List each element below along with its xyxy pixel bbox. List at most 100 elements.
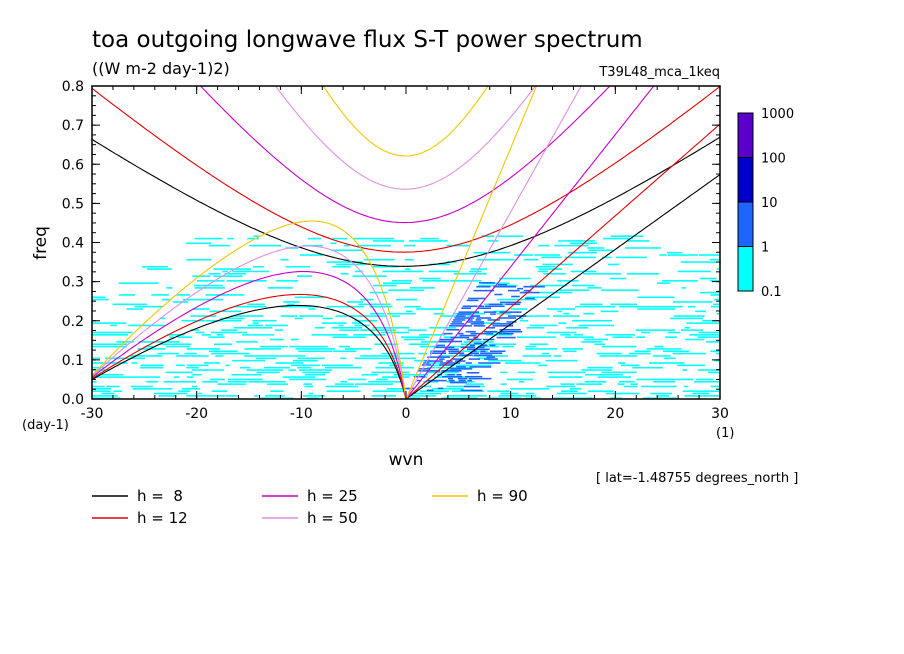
power-cell	[716, 312, 720, 315]
power-cell	[419, 345, 439, 348]
power-cell	[620, 364, 640, 367]
power-cell	[132, 388, 173, 390]
power-cell	[486, 334, 512, 336]
power-cell	[389, 357, 417, 360]
power-cell	[429, 364, 442, 367]
power-cell	[169, 336, 174, 338]
power-cell	[510, 308, 528, 310]
power-cell	[468, 358, 481, 360]
power-cell	[151, 294, 169, 296]
power-cell	[575, 305, 616, 308]
power-cell	[497, 235, 524, 238]
power-cell	[352, 275, 387, 277]
power-cell	[506, 321, 517, 323]
power-cell	[603, 237, 633, 240]
power-cell	[253, 235, 260, 238]
power-cell	[525, 297, 535, 300]
power-cell	[280, 305, 318, 308]
power-cell	[541, 256, 562, 259]
x-tick-label: 0	[402, 406, 411, 422]
colorbar: 1000 100 10 1 0.1	[737, 107, 794, 300]
power-cell	[128, 324, 166, 327]
power-cell	[583, 273, 622, 275]
kelvin-h90	[405, 86, 538, 399]
power-cell	[474, 342, 482, 345]
colorbar-label: 0.1	[761, 285, 782, 300]
power-cell	[478, 345, 500, 348]
y-units-label: (day-1)	[22, 418, 69, 433]
power-cell	[380, 331, 410, 334]
power-cell	[573, 334, 584, 336]
power-cell	[202, 381, 218, 383]
power-cell	[507, 289, 520, 292]
power-cell	[404, 258, 414, 261]
power-cell	[497, 283, 508, 286]
power-cell	[499, 301, 522, 304]
power-cell	[216, 334, 223, 336]
power-cell	[537, 270, 548, 273]
power-cell	[710, 305, 720, 308]
power-cell	[518, 381, 525, 383]
power-cell	[459, 334, 477, 337]
igw-n1-h12	[92, 86, 720, 253]
power-cell	[492, 325, 514, 327]
power-cell	[201, 334, 211, 336]
power-cell	[92, 334, 129, 336]
power-cell	[270, 390, 284, 392]
legend: h = 8 h = 12 h = 25 h = 50 h = 90	[92, 487, 528, 527]
power-cell	[605, 392, 640, 395]
power-cell	[476, 317, 492, 319]
power-cell	[672, 301, 713, 303]
er-n1-h25	[92, 270, 407, 399]
power-cell	[523, 258, 539, 261]
power-cell	[541, 352, 550, 355]
power-cell	[682, 390, 720, 392]
power-cell	[416, 308, 444, 310]
power-cell	[92, 331, 133, 334]
power-cell	[675, 378, 694, 381]
y-axis-label: freq	[31, 226, 51, 260]
x-tick-label: 10	[502, 406, 520, 422]
power-cell	[259, 397, 294, 399]
colorbar-swatch	[737, 201, 754, 247]
power-cell	[500, 383, 507, 385]
power-cell	[289, 345, 328, 348]
power-cell	[583, 312, 595, 315]
power-cell	[191, 369, 225, 371]
power-cell	[716, 268, 720, 270]
power-cell	[186, 348, 221, 350]
power-cell	[601, 345, 637, 348]
power-cell	[194, 287, 225, 289]
power-cell	[421, 364, 432, 366]
power-cell	[439, 358, 445, 360]
power-cell	[177, 336, 193, 338]
power-cell	[429, 327, 456, 329]
power-cell	[560, 383, 575, 385]
power-cell	[653, 381, 676, 383]
x-tick-label: 30	[711, 406, 729, 422]
power-cell	[499, 311, 522, 313]
power-cell	[480, 350, 486, 353]
power-cell	[478, 284, 518, 287]
power-cell	[298, 350, 333, 353]
power-cell	[92, 366, 105, 369]
curve-h50	[92, 86, 582, 399]
power-cell	[607, 263, 620, 266]
power-cell	[584, 338, 609, 341]
power-cell	[667, 331, 681, 334]
power-cell	[457, 332, 464, 335]
power-cell	[335, 315, 348, 317]
power-cell	[450, 368, 473, 370]
power-cell	[672, 352, 706, 355]
power-cell	[470, 332, 494, 335]
power-cell	[303, 383, 313, 385]
power-cell	[411, 392, 441, 395]
power-cell	[239, 366, 251, 369]
power-cell	[564, 256, 596, 259]
power-cell	[688, 305, 696, 308]
power-cell	[321, 364, 353, 367]
power-cell	[486, 356, 496, 358]
power-cell	[500, 392, 519, 395]
power-cell	[697, 369, 720, 371]
power-cell	[637, 296, 675, 299]
